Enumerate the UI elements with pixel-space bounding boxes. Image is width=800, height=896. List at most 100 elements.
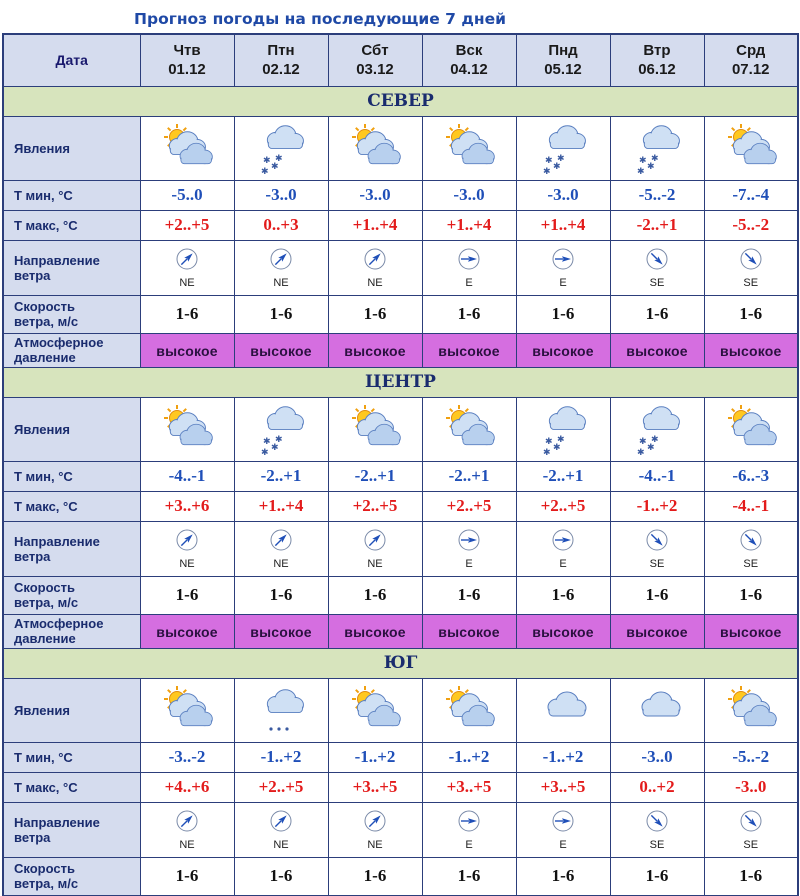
svg-text:✱: ✱ — [651, 154, 659, 164]
tmax-value: +3..+6 — [164, 496, 210, 515]
wind-dir: E — [517, 247, 609, 289]
wind-speed-value: 1-6 — [363, 866, 387, 885]
wind-speed-label-text-2: ветра, м/с — [14, 314, 79, 329]
tmax-value: +1..+4 — [352, 215, 398, 234]
tmin-cell: -2..+1 — [515, 460, 611, 492]
svg-text:✱: ✱ — [553, 162, 561, 172]
sun-cloud-icon — [329, 681, 421, 739]
wind-speed-cell: 1-6 — [233, 294, 329, 334]
pressure-value: высокое — [250, 623, 312, 640]
svg-text:✱: ✱ — [639, 156, 647, 166]
tmax-label: Т макс, °С — [2, 490, 141, 522]
wind-dir-value: NE — [273, 838, 289, 851]
wind-dir-value: NE — [273, 276, 289, 289]
day-date: 03.12 — [356, 61, 394, 79]
cloud-rain-icon — [235, 681, 327, 739]
wind-speed-value: 1-6 — [175, 866, 199, 885]
wind-dir: NE — [329, 809, 421, 851]
pressure-value: высокое — [156, 342, 218, 359]
tmin-label-text: Т мин, °С — [14, 749, 73, 765]
tmax-value: +4..+6 — [164, 777, 210, 796]
svg-text:✱: ✱ — [637, 448, 645, 458]
wind-speed-label-text: Скорость — [14, 299, 75, 314]
tmax-cell: +1..+4 — [515, 209, 611, 241]
sun-cloud-icon — [423, 119, 515, 177]
sun-cloud-icon — [705, 400, 797, 458]
day-header: Вск 04.12 — [421, 33, 517, 87]
wind-speed-cell: 1-6 — [139, 294, 235, 334]
tmax-value: +3..+5 — [352, 777, 398, 796]
cloud-snow-icon: ✱ ✱ ✱ ✱ — [611, 400, 703, 458]
wind-speed-label-text-2: ветра, м/с — [14, 876, 79, 891]
svg-text:✱: ✱ — [271, 162, 279, 172]
compass-arrow-icon — [457, 247, 481, 275]
tmin-value: -2..+1 — [542, 466, 584, 485]
region-name: СЕВЕР — [2, 85, 799, 117]
wind-speed-cell: 1-6 — [703, 294, 799, 334]
pressure-cell: высокое — [233, 332, 329, 368]
tmin-value: -5..-2 — [638, 185, 676, 204]
wind-speed-row: Скорость ветра, м/с 1-6 1-6 1-6 1-6 1-6 1-6 1-6 — [2, 575, 799, 615]
wind-speed-value: 1-6 — [739, 304, 763, 323]
day-header: Срд 07.12 — [703, 33, 799, 87]
wind-dir-value: E — [465, 557, 473, 570]
tmin-cell: -5..-2 — [703, 741, 799, 773]
wind-dir-cell: SE — [703, 520, 799, 577]
wind-dir-label-text: Направление — [14, 533, 100, 549]
wind-dir-cell: E — [515, 520, 611, 577]
wind-dir: SE — [705, 809, 797, 851]
sun-cloud-icon — [705, 119, 797, 177]
tmin-cell: -2..+1 — [421, 460, 517, 492]
wind-dir-cell: NE — [327, 801, 423, 858]
tmin-cell: -3..0 — [327, 179, 423, 211]
wind-dir-label-text-2: ветра — [14, 829, 51, 845]
tmax-label-text: Т макс, °С — [14, 779, 78, 795]
svg-text:✱: ✱ — [545, 437, 553, 447]
wind-dir: NE — [141, 528, 233, 570]
tmax-cell: +2..+5 — [421, 490, 517, 522]
wind-speed-label: Скорость ветра, м/с — [2, 575, 141, 615]
wind-speed-cell: 1-6 — [515, 294, 611, 334]
compass-arrow-icon — [645, 528, 669, 556]
tmin-label: Т мин, °С — [2, 179, 141, 211]
tmax-cell: -4..-1 — [703, 490, 799, 522]
day-date: 02.12 — [262, 61, 300, 79]
day-name: Сбт — [361, 42, 389, 60]
wind-dir-cell: NE — [139, 801, 235, 858]
wind-speed-value: 1-6 — [457, 866, 481, 885]
compass-arrow-icon — [645, 809, 669, 837]
cloud-snow-icon: ✱ ✱ ✱ ✱ — [235, 400, 327, 458]
svg-text:✱: ✱ — [557, 154, 565, 164]
cloud-snow-icon: ✱ ✱ ✱ ✱ — [235, 119, 327, 177]
wind-speed-value: 1-6 — [363, 585, 387, 604]
wind-speed-cell: 1-6 — [609, 294, 705, 334]
pressure-cell: высокое — [609, 613, 705, 649]
phenomena-label-text: Явления — [14, 702, 70, 718]
tmax-value: -5..-2 — [732, 215, 770, 234]
tmin-label: Т мин, °С — [2, 741, 141, 773]
tmax-value: +2..+5 — [258, 777, 304, 796]
tmax-label-text: Т макс, °С — [14, 498, 78, 514]
wind-speed-label-text: Скорость — [14, 580, 75, 595]
pressure-cell: высокое — [421, 332, 517, 368]
wind-dir-row: Направление ветра NE NE NE E E — [2, 239, 799, 296]
wind-speed-cell: 1-6 — [139, 856, 235, 896]
tmax-cell: +2..+5 — [515, 490, 611, 522]
wind-dir: SE — [705, 247, 797, 289]
tmin-cell: -3..-2 — [139, 741, 235, 773]
phenomena-row: Явления ✱ ✱ ✱ ✱ — [2, 115, 799, 181]
wind-dir-value: E — [465, 276, 473, 289]
tmin-cell: -1..+2 — [233, 741, 329, 773]
wind-dir-cell: NE — [139, 520, 235, 577]
tmax-value: +1..+4 — [540, 215, 586, 234]
wind-dir-cell: NE — [139, 239, 235, 296]
svg-text:✱: ✱ — [553, 443, 561, 453]
wind-dir-cell: NE — [327, 239, 423, 296]
wind-dir-value: SE — [649, 838, 665, 851]
day-name: Вск — [455, 42, 483, 60]
pressure-cell: высокое — [703, 613, 799, 649]
wind-dir-label-text-2: ветра — [14, 267, 51, 283]
wind-speed-value: 1-6 — [269, 585, 293, 604]
